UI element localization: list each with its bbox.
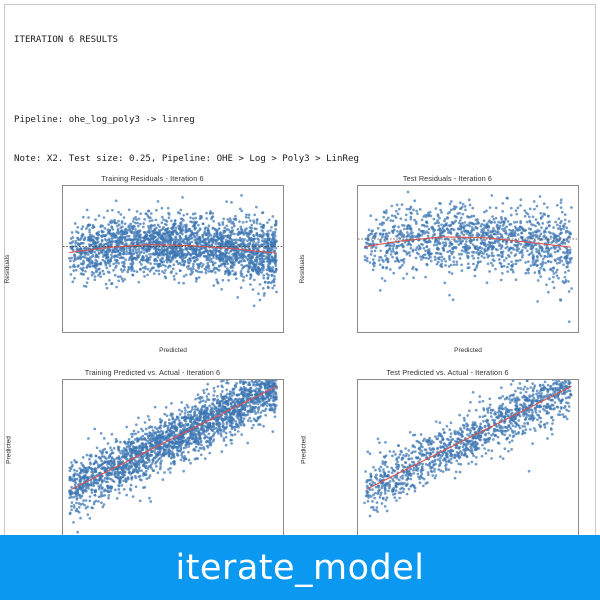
chart-title: Test Predicted vs. Actual - Iteration 6 bbox=[386, 368, 509, 377]
fit-line bbox=[366, 385, 572, 490]
report-note-line: Note: X2. Test size: 0.25, Pipeline: OHE… bbox=[14, 154, 359, 165]
x-axis-label: Predicted bbox=[454, 347, 482, 354]
y-axis-label: Residuals bbox=[298, 254, 306, 284]
plot-area: 500,000400,000300,000200,000100,0000-100… bbox=[62, 379, 284, 539]
y-axis-label: Predicted bbox=[300, 436, 308, 464]
x-tick-mark bbox=[442, 332, 443, 333]
chart-training-predicted-vs-actual: Training Predicted vs. Actual - Iteratio… bbox=[5, 366, 300, 539]
y-axis-label: Residuals bbox=[3, 254, 11, 284]
x-tick-mark bbox=[189, 332, 190, 333]
x-tick-mark bbox=[527, 332, 528, 333]
chart-training-residuals: Training Residuals - Iteration 6 Residua… bbox=[3, 172, 300, 366]
chart-title: Training Predicted vs. Actual - Iteratio… bbox=[84, 368, 221, 377]
x-tick-mark bbox=[105, 332, 106, 333]
chart-title: Training Residuals - Iteration 6 bbox=[101, 174, 204, 183]
x-tick-mark bbox=[274, 332, 275, 333]
report-header: ITERATION 6 RESULTS bbox=[14, 35, 119, 46]
charts-grid: Training Residuals - Iteration 6 Residua… bbox=[3, 172, 595, 539]
fit-line bbox=[69, 244, 276, 254]
scatter-layer bbox=[63, 194, 283, 308]
scatter-layer bbox=[68, 380, 278, 534]
x-tick-mark bbox=[232, 332, 233, 333]
x-tick-mark bbox=[400, 332, 401, 333]
report-spacer-1 bbox=[14, 74, 590, 87]
plot-area: 300,000200,000100,0000-100,000-200,000-3… bbox=[62, 185, 284, 333]
report-pipeline-line: Pipeline: ohe_log_poly3 -> linreg bbox=[14, 114, 195, 125]
y-axis-label: Predicted bbox=[5, 436, 13, 464]
x-tick-mark bbox=[147, 332, 148, 333]
chart-title: Test Residuals - Iteration 6 bbox=[402, 174, 493, 183]
scatter-layer bbox=[363, 380, 573, 518]
fit-line bbox=[364, 236, 571, 248]
plot-area: 500,000400,000300,000200,000100,0000-100… bbox=[357, 379, 579, 539]
scatter-layer bbox=[358, 190, 578, 324]
chart-test-residuals: Test Residuals - Iteration 6 Residuals P… bbox=[298, 172, 595, 366]
x-axis-label: Predicted bbox=[159, 347, 187, 354]
action-banner-label: iterate_model bbox=[175, 547, 425, 588]
fit-line bbox=[71, 385, 277, 490]
plot-area: 200,000100,0000-100,000-200,000-300,0001… bbox=[357, 185, 579, 333]
action-banner: iterate_model bbox=[0, 535, 600, 600]
chart-test-predicted-vs-actual: Test Predicted vs. Actual - Iteration 6 … bbox=[300, 366, 595, 539]
x-tick-mark bbox=[484, 332, 485, 333]
x-tick-mark bbox=[569, 332, 570, 333]
